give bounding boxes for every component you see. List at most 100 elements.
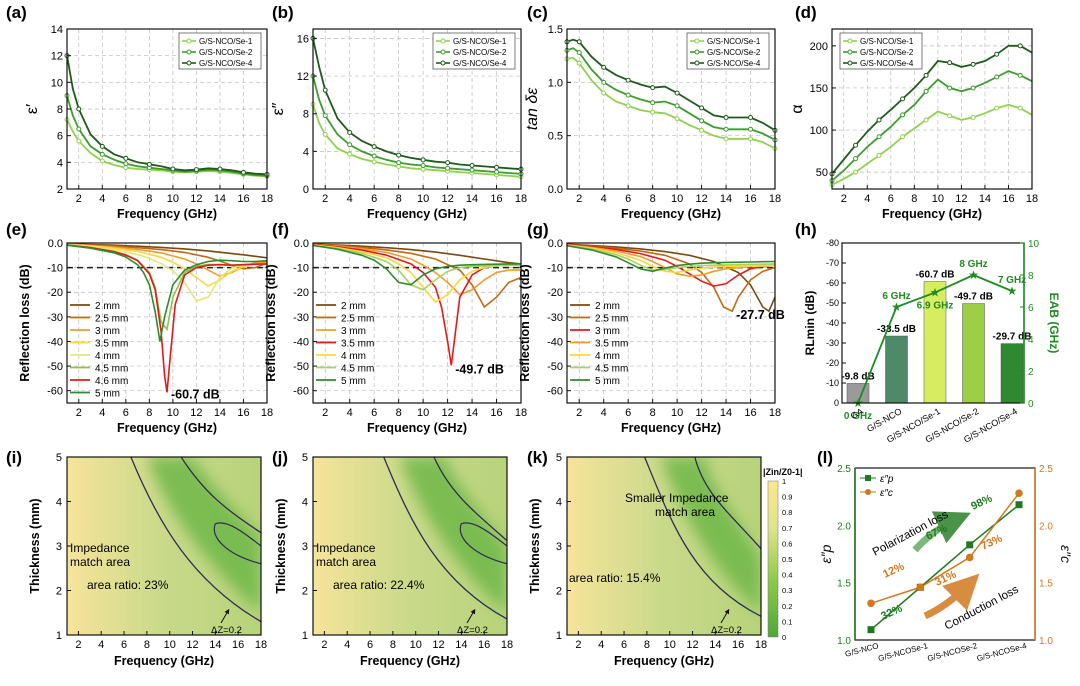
- y-tick-label: 2.5: [837, 464, 851, 475]
- ec-point: [916, 583, 925, 592]
- y-tick-label: 0.0: [548, 184, 563, 196]
- ep-point: [867, 626, 875, 634]
- y2-tick-label: 2.0: [1039, 521, 1053, 532]
- data-point: [371, 159, 377, 165]
- area-ratio: area ratio: 23%: [87, 578, 169, 592]
- data-point: [625, 103, 631, 109]
- legend-label: ε″c: [880, 488, 893, 499]
- x-tick-label: 2: [576, 407, 582, 419]
- conduction-label: Conduction loss: [943, 584, 1021, 633]
- y-tick-label: -30: [547, 312, 563, 324]
- legend-label: 4 mm: [95, 351, 120, 362]
- area-label: match area: [655, 505, 715, 519]
- y-tick-label: -40: [826, 318, 839, 328]
- dz-arrow: [720, 608, 730, 624]
- panel-a: 2 4 6 8 10 12 14 16 18 2 4 6 8 10 12 14 Frequency (GHz) ε…: [6, 3, 273, 221]
- legend-marker: [847, 60, 853, 66]
- match-band: [399, 457, 507, 613]
- x-tick-label: 4: [98, 639, 104, 651]
- x-tick-label: 2: [575, 639, 581, 651]
- x-tick-label: 8: [650, 193, 656, 205]
- series-line: [312, 243, 522, 265]
- series-line: [831, 103, 1033, 186]
- legend-label: 2 mm: [95, 301, 120, 312]
- y-axis-label: ε′: [24, 104, 41, 114]
- bar: [885, 335, 908, 404]
- series-line: [312, 244, 521, 286]
- data-point: [699, 105, 705, 111]
- x-tick-label: 8: [396, 407, 402, 419]
- data-point: [99, 158, 105, 164]
- panel-letter: (e): [6, 220, 27, 239]
- x-tick-label: 12: [686, 639, 698, 651]
- x-tick-label: 16: [237, 407, 249, 419]
- series-line: [566, 243, 776, 313]
- data-point: [146, 161, 152, 167]
- legend-marker: [847, 38, 853, 44]
- y-axis-label: RLmin (dB): [803, 291, 817, 356]
- colorbar-tick-label: 0.1: [782, 617, 792, 626]
- x-axis-label: Frequency (GHz): [117, 207, 217, 221]
- series-line: [312, 243, 521, 296]
- legend-label: 2 mm: [341, 301, 366, 312]
- pct-label-green: 32%: [879, 602, 904, 622]
- y-tick-label: -80: [826, 238, 839, 248]
- panel-letter: (b): [272, 3, 294, 22]
- x-tick-label: 8: [644, 639, 650, 651]
- x-tick-label: 12: [186, 639, 198, 651]
- x-tick-label: 18: [755, 639, 767, 651]
- legend-label: 3 mm: [341, 326, 366, 337]
- y-axis-label: tan δε: [524, 87, 541, 131]
- legend-label: 2.5 mm: [341, 314, 374, 325]
- data-point: [723, 115, 729, 121]
- y-tick-label: -40: [293, 336, 309, 348]
- series-line: [566, 243, 776, 287]
- y2-tick-label: 1.5: [1039, 579, 1053, 590]
- data-point: [970, 85, 976, 91]
- series-line: [66, 244, 268, 342]
- y-tick-label: 3: [556, 541, 562, 553]
- data-point: [876, 152, 882, 158]
- panel-letter: (g): [527, 220, 549, 239]
- legend-label: ε″p: [880, 474, 894, 485]
- legend-label: G/S-NCO/Se-4: [707, 59, 761, 68]
- x-tick-label: 8: [144, 639, 150, 651]
- data-point: [347, 130, 353, 136]
- legend-label: 4 mm: [341, 351, 366, 362]
- eab-label: 6 GHz: [882, 291, 910, 302]
- legend-label: G/S-NCO/Se-1: [199, 37, 253, 46]
- x-tick-label: 18: [769, 407, 781, 419]
- data-point: [994, 51, 1000, 57]
- legend-label: G/S-NCO/Se-2: [453, 48, 507, 57]
- x-tick-label: G/S-NCOSe-2: [926, 641, 978, 663]
- x-axis-label: Frequency (GHz): [621, 207, 721, 221]
- y-tick-label: -60: [47, 386, 63, 398]
- data-point: [347, 151, 353, 157]
- y-tick-label: -10: [47, 263, 63, 275]
- x-tick-label: 8: [390, 639, 396, 651]
- x-tick-label: 4: [601, 407, 607, 419]
- legend-label: G/S-NCO/Se-2: [860, 48, 914, 57]
- panel-g: 2 4 6 8 10 12 14 16 18 0.0 -10 -20 -30 -40 -50 -60 Frequ…: [518, 220, 785, 435]
- data-point: [123, 161, 129, 167]
- data-point: [748, 126, 754, 132]
- x-axis-label: Frequency (GHz): [117, 421, 217, 435]
- contour-line: [213, 522, 261, 565]
- x-tick-label: 16: [490, 407, 502, 419]
- data-point: [674, 103, 680, 109]
- x-tick-label: 18: [769, 193, 781, 205]
- data-point: [347, 142, 353, 148]
- series-line: [66, 243, 267, 288]
- data-point: [193, 167, 199, 173]
- y2-axis-label: EAB (GHz): [1047, 293, 1061, 354]
- x-tick-label: 2: [841, 193, 847, 205]
- ep-point: [1015, 501, 1023, 509]
- y-tick-label: 8: [303, 109, 309, 121]
- y2-tick-label: 6: [1028, 303, 1034, 314]
- data-point: [723, 136, 729, 142]
- contour-line: [459, 522, 507, 565]
- bar: [1000, 343, 1024, 404]
- data-point: [923, 88, 929, 94]
- x-tick-label: 16: [490, 193, 502, 205]
- x-axis-label: Frequency (GHz): [114, 654, 214, 668]
